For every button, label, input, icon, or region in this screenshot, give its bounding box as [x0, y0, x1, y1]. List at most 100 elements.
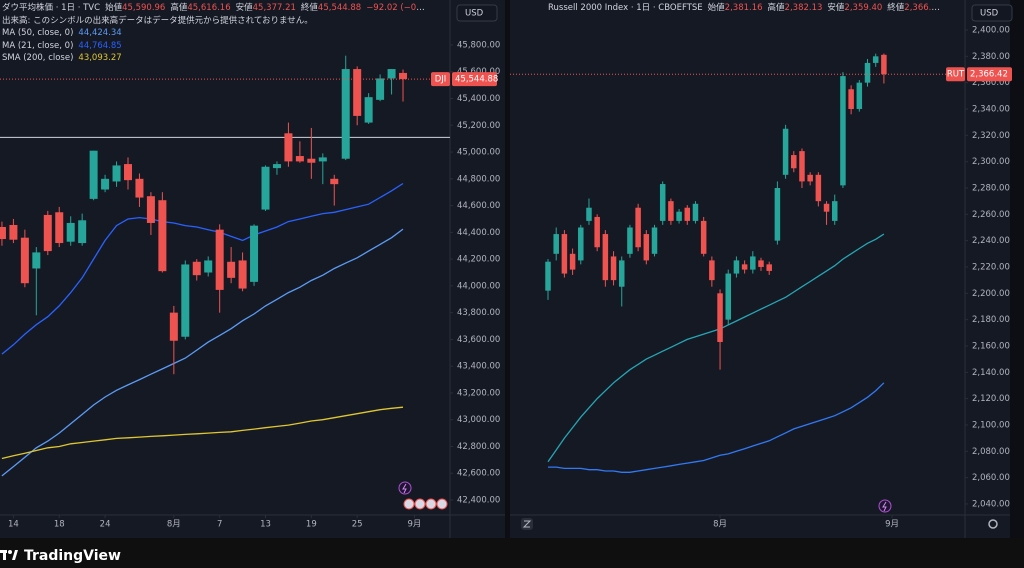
candle-body	[192, 261, 201, 276]
candle-body	[89, 150, 98, 199]
candle-body	[684, 207, 691, 221]
y-tick-label: 42,800.00	[457, 442, 500, 452]
candle-body	[856, 82, 863, 110]
y-tick-label: 2,200.00	[972, 289, 1010, 299]
legend: ダウ平均株価 · 1日 · TVC 始値45,590.96 高値45,616.16 安…	[2, 2, 425, 65]
candle-body	[864, 62, 871, 83]
x-tick-label: 25	[352, 520, 363, 530]
ma-line	[1, 406, 404, 460]
y-tick-label: 2,060.00	[972, 473, 1010, 483]
candle-body	[146, 196, 155, 223]
candle-body	[831, 201, 838, 221]
candle-body	[741, 264, 748, 270]
candle-body	[227, 261, 236, 278]
candle-body	[676, 211, 682, 221]
brand: TradingView	[24, 548, 121, 564]
x-tick-label: 9月	[885, 520, 899, 530]
ma-line	[1, 182, 404, 355]
candle-body	[55, 212, 64, 244]
y-tick-label: 2,100.00	[972, 420, 1010, 430]
candle-body	[376, 78, 385, 100]
y-tick-label: 45,800.00	[457, 40, 500, 50]
candle-body	[32, 252, 41, 269]
y-tick-label: 2,300.00	[972, 157, 1010, 167]
candle-body	[578, 227, 584, 261]
currency-button[interactable]: USD	[456, 4, 498, 22]
candle-body	[823, 203, 830, 212]
settings-button[interactable]	[988, 519, 998, 529]
last-price-box	[967, 67, 1012, 82]
ohlc-label: 高値	[170, 3, 188, 13]
y-tick-label: 2,220.00	[972, 262, 1010, 272]
ohlc-value: 2,381.16	[724, 3, 763, 13]
zoom-button[interactable]	[521, 518, 533, 530]
candle-body	[353, 69, 362, 116]
candle-body	[610, 256, 617, 281]
y-tick-label: 45,000.00	[457, 148, 500, 158]
candle-body	[848, 89, 854, 110]
candle-body	[9, 224, 18, 240]
ohlc-value: 45,544.88	[317, 3, 362, 13]
candle-body	[238, 260, 247, 289]
candle-body	[66, 222, 75, 242]
candle-body	[692, 203, 699, 221]
ma-line	[548, 382, 885, 473]
y-tick-label: 2,320.00	[972, 131, 1010, 141]
candle-body	[881, 54, 887, 75]
legend-name: MA (50, close, 0)	[2, 28, 74, 38]
candle-body	[766, 264, 772, 271]
x-tick-label: 14	[8, 520, 19, 530]
candle-body	[318, 157, 327, 162]
currency-label: USD	[465, 9, 484, 19]
y-tick-label: 45,200.00	[457, 121, 500, 131]
legend-main: Russell 2000 Index · 1日 · CBOEFTSE 始値2,38…	[548, 2, 940, 15]
candle-body	[215, 229, 224, 290]
y-tick-label: 44,200.00	[457, 255, 500, 265]
candle-body	[204, 260, 213, 273]
candle-body	[545, 261, 551, 291]
y-tick-label: 43,200.00	[457, 388, 500, 398]
candle-body	[399, 72, 408, 80]
legend-entry: MA (50, close, 0) 44,424.34	[2, 27, 425, 40]
event-icons[interactable]	[398, 481, 892, 513]
ma-line	[547, 233, 885, 463]
candle-body	[586, 207, 592, 221]
ma-line	[1, 228, 404, 477]
y-tick-label: 2,260.00	[972, 210, 1010, 220]
symbol-title: ダウ平均株価 · 1日 · TVC	[2, 3, 101, 13]
currency-box	[971, 4, 1013, 22]
x-tick-label: 8月	[167, 520, 181, 530]
candle-body	[643, 234, 650, 261]
y-tick-label: 2,120.00	[972, 394, 1010, 404]
currency-button[interactable]: USD	[971, 4, 1013, 22]
ohlc-value: 2,382.13	[784, 3, 823, 13]
candle-body	[123, 164, 132, 181]
y-tick-label: 2,240.00	[972, 236, 1010, 246]
ohlc-value: 45,590.96	[122, 3, 166, 13]
candle-body	[594, 216, 600, 248]
y-tick-label: 42,600.00	[457, 469, 500, 479]
right-panel	[510, 0, 1010, 538]
ohlc-value: 2,366.42	[904, 3, 940, 13]
candle-body	[43, 214, 52, 252]
candle-body	[627, 227, 633, 254]
logo	[0, 550, 18, 560]
candle-body	[651, 227, 658, 254]
candle-body	[250, 225, 259, 282]
candle-body	[78, 220, 87, 244]
candle-body	[815, 174, 822, 202]
ohlc-label: 始値	[105, 3, 123, 13]
legend-entry: MA (21, close, 0) 44,764.85	[2, 40, 425, 53]
legend-value: 44,424.34	[78, 28, 122, 38]
candle-body	[668, 201, 674, 221]
y-tick-label: 44,400.00	[457, 228, 500, 238]
candle-body	[295, 156, 304, 162]
candle-body	[307, 158, 316, 163]
y-tick-label: 2,040.00	[972, 499, 1010, 509]
candle-body	[750, 256, 756, 270]
candle-body	[725, 273, 731, 320]
candle-body	[791, 155, 797, 169]
ohlc-value: 2,359.40	[844, 3, 883, 13]
candle-body	[364, 97, 373, 123]
y-tick-label: 2,400.00	[972, 26, 1010, 36]
